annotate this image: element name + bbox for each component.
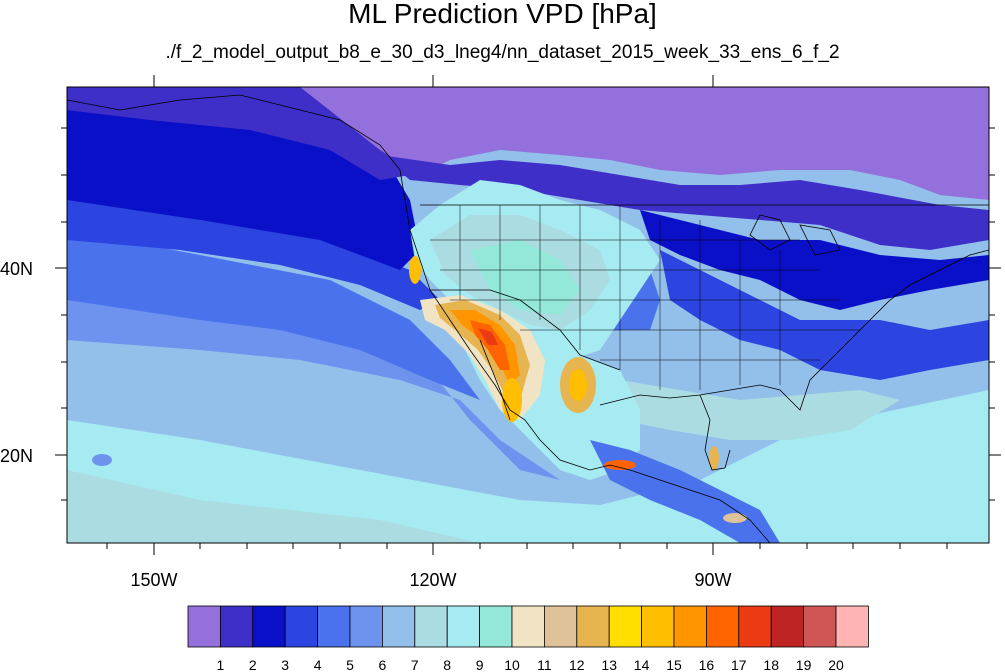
- colorbar-label: 11: [537, 657, 552, 672]
- colorbar-label: 10: [504, 657, 520, 672]
- field-hawaii: [92, 454, 112, 466]
- field-band-5: [67, 230, 480, 400]
- colorbar-swatch: [252, 605, 286, 648]
- colorbar-label: 16: [699, 657, 715, 672]
- lat-label-20n: 20N: [0, 446, 34, 466]
- colorbar-label: 14: [634, 657, 650, 672]
- field-band-teal-west: [470, 240, 580, 315]
- lon-label-120w: 120W: [409, 570, 457, 590]
- colorbar-label: 12: [569, 657, 585, 672]
- colorbar-label: 3: [281, 657, 289, 672]
- colorbar-label: 6: [379, 657, 387, 672]
- colorbar-label: 15: [666, 657, 682, 672]
- lat-ticks: [55, 127, 1001, 501]
- colorbar-swatch: [608, 605, 643, 648]
- colorbar-swatch: [479, 605, 513, 648]
- field-band-light-south: [67, 390, 989, 543]
- colorbar-swatch: [641, 605, 675, 648]
- hot-zone-darkred: [478, 328, 498, 345]
- colorbar-swatch: [349, 605, 383, 648]
- colorbar-swatch: [738, 605, 772, 648]
- colorbar-label: 19: [796, 657, 812, 672]
- colorbar-swatch: [187, 605, 221, 648]
- lon-label-150w: 150W: [130, 570, 178, 590]
- hot-zone-yucatan: [709, 446, 719, 470]
- field-band-4-east-us: [660, 250, 989, 380]
- colorbar-label: 1: [217, 657, 225, 672]
- hot-zone-honduras: [723, 513, 747, 523]
- colorbar-label: 8: [443, 657, 451, 672]
- colorbar-swatch: [317, 605, 351, 648]
- field-band-2-gulf-alaska: [67, 87, 410, 180]
- field-band-cyan-gulf: [620, 380, 900, 440]
- field-band-4: [67, 190, 440, 310]
- field-layer: [67, 87, 989, 543]
- colorbar-label: 13: [601, 657, 617, 672]
- colorbar-swatch: [381, 605, 416, 648]
- colorbar-swatch: [803, 605, 837, 648]
- colorbar-swatch: [673, 605, 707, 648]
- colorbar-swatch: [414, 605, 448, 648]
- hot-zone-chihuahua-core: [569, 369, 587, 401]
- field-band-3-great-lakes: [640, 210, 989, 310]
- hot-zone-guatemala: [604, 460, 636, 470]
- coastlines: [67, 94, 989, 543]
- field-band-2-canada: [380, 155, 989, 250]
- lon-label-90w: 90W: [694, 570, 732, 590]
- colorbar-swatch: [835, 605, 869, 648]
- colorbar-label: 2: [249, 657, 257, 672]
- field-band-6: [67, 280, 560, 480]
- colorbar-swatch: [706, 605, 740, 648]
- field-band-cyan-south: [67, 470, 480, 543]
- colorbar-swatch: [284, 605, 319, 648]
- colorbar-label: 4: [314, 657, 322, 672]
- colorbar-swatch: [770, 605, 805, 648]
- map-subtitle: ./f_2_model_output_b8_e_30_d3_lneg4/nn_d…: [165, 42, 840, 63]
- colorbar-swatch: [544, 605, 578, 648]
- colorbar-swatch: [219, 605, 254, 648]
- hot-zone-central-valley: [409, 256, 421, 284]
- colorbar-swatch: [446, 605, 481, 648]
- map-title: ML Prediction VPD [hPa]: [348, 0, 657, 29]
- field-band-1-arctic: [300, 87, 989, 200]
- colorbar-label: 17: [731, 657, 747, 672]
- colorbar-swatch: [511, 605, 545, 648]
- colorbar-label: 18: [763, 657, 779, 672]
- vpd-map: [55, 75, 1001, 555]
- colorbar-label: 5: [346, 657, 354, 672]
- state-borders: [430, 205, 860, 390]
- lon-ticks: [106, 75, 948, 555]
- colorbar-swatch: [576, 605, 610, 648]
- colorbar-label: 20: [828, 657, 844, 672]
- lat-label-40n: 40N: [0, 259, 34, 279]
- colorbar-label: 7: [411, 657, 419, 672]
- colorbar-label: 9: [476, 657, 484, 672]
